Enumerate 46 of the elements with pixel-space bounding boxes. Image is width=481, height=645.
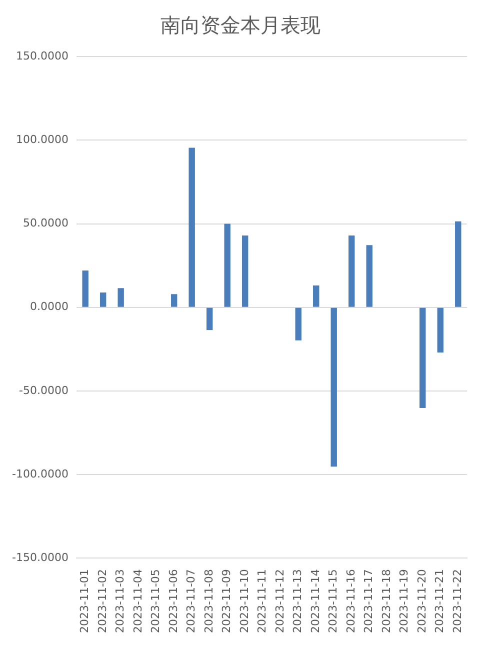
x-tick-label: 2023-11-18 (380, 569, 393, 634)
y-tick-label: -50.0000 (18, 384, 68, 397)
y-tick-label: -150.0000 (12, 550, 68, 564)
x-tick-label: 2023-11-05 (149, 569, 162, 634)
x-tick-label: 2023-11-14 (308, 569, 322, 634)
y-tick-label: 150.0000 (16, 49, 68, 62)
x-tick-label: 2023-11-02 (96, 569, 109, 634)
bar (224, 224, 230, 307)
y-tick-label: 100.0000 (16, 133, 68, 146)
y-tick-label: -100.0000 (12, 467, 68, 480)
x-tick-label: 2023-11-01 (78, 569, 92, 634)
x-tick-label: 2023-11-09 (220, 569, 234, 634)
bar (242, 235, 248, 307)
x-tick-label: 2023-11-21 (433, 569, 446, 634)
x-tick-label: 2023-11-19 (398, 569, 411, 634)
bar (170, 294, 178, 307)
bar (348, 235, 355, 307)
x-tick-label: 2023-11-13 (291, 569, 304, 634)
bar (330, 308, 337, 467)
bar (437, 308, 444, 352)
x-tick-label: 2023-11-15 (326, 569, 340, 634)
x-tick-label: 2023-11-04 (131, 569, 144, 634)
bar (295, 308, 302, 340)
x-tick-label: 2023-11-16 (344, 569, 358, 634)
x-tick-label: 2023-11-07 (184, 569, 198, 634)
bar (420, 308, 426, 408)
bar (100, 292, 106, 307)
x-tick-label: 2023-11-11 (256, 569, 269, 634)
bar (455, 221, 462, 307)
x-tick-label: 2023-11-20 (415, 569, 428, 634)
bar (82, 270, 88, 307)
bar (118, 288, 124, 307)
y-tick-label: 50.0000 (22, 216, 68, 230)
x-tick-label: 2023-11-08 (202, 569, 216, 634)
bar (313, 285, 320, 307)
bar (366, 245, 372, 307)
x-tick-label: 2023-11-12 (273, 569, 286, 634)
chart-title: 南向资金本月表现 (160, 12, 322, 39)
x-tick-label: 2023-11-22 (450, 569, 464, 634)
bar (188, 148, 195, 307)
x-tick-label: 2023-11-10 (238, 569, 251, 634)
y-tick-label: 0.0000 (30, 300, 68, 314)
x-tick-label: 2023-11-03 (114, 569, 127, 634)
bar (206, 308, 213, 330)
x-tick-label: 2023-11-17 (362, 569, 376, 634)
x-tick-label: 2023-11-06 (166, 569, 180, 634)
